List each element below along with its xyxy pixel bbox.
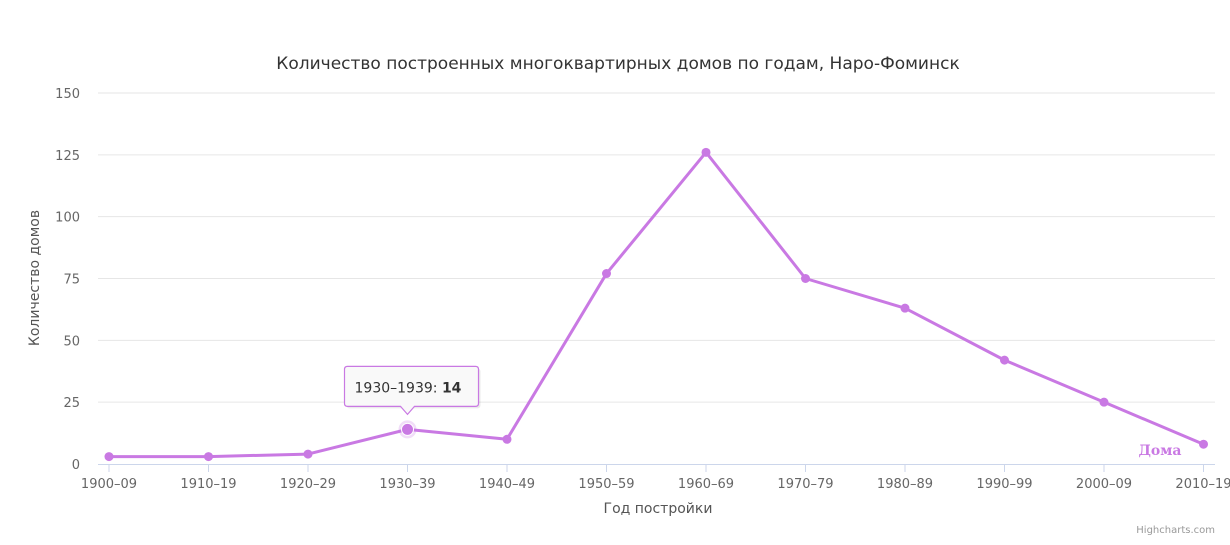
x-tick-label: 2010–19	[1175, 477, 1230, 492]
chart-title: Количество построенных многоквартирных д…	[276, 54, 959, 74]
x-tick-label: 1940–49	[479, 477, 535, 492]
y-axis-ticks: 0 25 50 75 100 125 150	[55, 87, 80, 473]
tooltip-category: 1930–1939:	[355, 380, 442, 396]
y-tick-label: 75	[63, 273, 80, 288]
x-tick-label: 1930–39	[379, 477, 435, 492]
tooltip-box	[343, 365, 480, 416]
y-tick-label: 50	[63, 334, 80, 349]
y-tick-label: 25	[63, 396, 80, 411]
x-axis: 1900–09 1910–19 1920–29 1930–39 1940–49 1950–…	[81, 464, 1230, 492]
data-point[interactable]	[104, 452, 114, 462]
series-dom: Дома	[104, 147, 1208, 462]
data-point[interactable]	[502, 434, 512, 444]
data-point[interactable]	[900, 303, 910, 313]
x-tick-label: 1950–59	[578, 477, 634, 492]
x-tick-label: 1990–99	[976, 477, 1032, 492]
gridlines	[98, 92, 1215, 403]
y-tick-label: 150	[55, 87, 80, 102]
hover-point[interactable]	[401, 422, 414, 436]
data-point[interactable]	[204, 452, 213, 462]
y-tick-label: 0	[72, 458, 80, 473]
tooltip-text: 1930–1939: 14	[355, 380, 462, 396]
series-line	[107, 150, 1205, 459]
credits-link[interactable]: Highcharts.com	[1136, 525, 1215, 536]
tooltip: 1930–1939: 14	[343, 365, 481, 439]
x-tick-label: 1980–89	[877, 477, 933, 492]
tooltip-value: 14	[442, 380, 462, 396]
x-tick-label: 2000–09	[1076, 477, 1132, 492]
data-point[interactable]	[701, 147, 711, 157]
data-point[interactable]	[1199, 439, 1208, 449]
x-tick-label: 1960–69	[678, 477, 734, 492]
x-tick-label: 1970–79	[777, 477, 833, 492]
data-point[interactable]	[1099, 397, 1109, 407]
y-tick-label: 125	[55, 149, 80, 164]
series-label: Дома	[1138, 443, 1181, 459]
data-point[interactable]	[1000, 355, 1009, 365]
data-point[interactable]	[303, 449, 313, 459]
x-axis-title: Год постройки	[604, 501, 713, 517]
y-tick-label: 100	[55, 211, 80, 226]
x-tick-label: 1900–09	[81, 477, 137, 492]
y-axis-title: Количество домов	[27, 210, 43, 346]
x-tick-label: 1910–19	[180, 477, 236, 492]
data-point[interactable]	[801, 274, 810, 283]
data-point[interactable]	[602, 269, 611, 279]
x-tick-label: 1920–29	[280, 477, 336, 492]
